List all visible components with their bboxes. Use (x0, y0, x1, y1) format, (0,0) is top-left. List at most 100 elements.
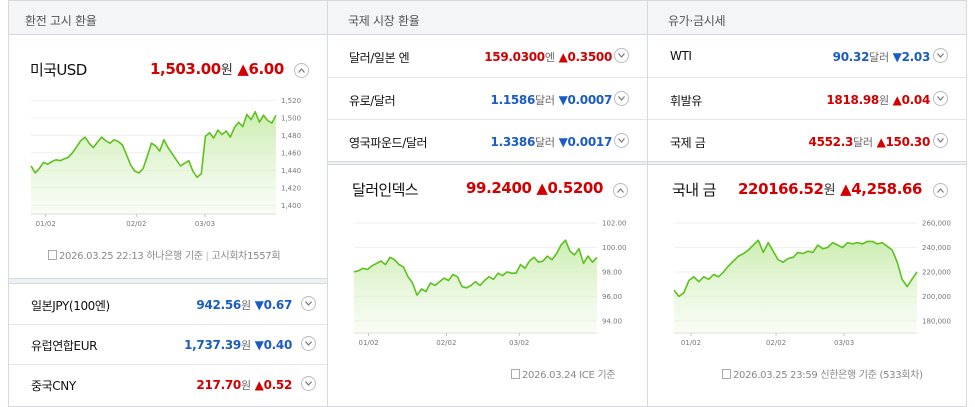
dxy-title[interactable]: 달러인덱스 (352, 181, 419, 199)
intl-panel-header: 국제 시장 환율 (328, 1, 647, 35)
y-tick-label: 1,480 (281, 132, 301, 140)
gold-chart: 260,000 240,000 220,000 200,000 180,000 01/02… (673, 220, 951, 347)
intl-row[interactable]: 달러/일본 엔 159.0300엔 ▲0.3500 (328, 35, 647, 77)
commodity-row-value-unit: 달러 (853, 136, 873, 149)
row-expand-button[interactable] (933, 48, 948, 63)
exchange-row-name: 중국CNY (31, 379, 76, 393)
commodity-row[interactable]: 국제 금 4552.3달러 ▲150.30 (648, 119, 966, 161)
document-icon (511, 369, 520, 379)
exchange-row[interactable]: 일본JPY(100엔) 942.56원 ▼0.67 (9, 284, 327, 324)
exchange-row-change: ▼0.67 (254, 298, 293, 312)
gold-source-text: 2026.03.25 23:59 신한은행 기준 (533회차) (733, 370, 923, 381)
gold-value-unit: 원 (823, 183, 836, 198)
commodity-row-value-number: 90.32 (832, 50, 870, 64)
intl-row-name: 유로/달러 (349, 94, 396, 108)
area-fill (674, 240, 917, 333)
row-expand-button[interactable] (614, 91, 629, 106)
row-expand-button[interactable] (614, 48, 629, 63)
usd-expand-button[interactable] (294, 63, 309, 78)
exchange-row-name: 일본JPY(100엔) (31, 299, 110, 313)
intl-row-value: 1.3386달러 ▼0.0017 (490, 134, 613, 150)
chevron-down-icon (305, 341, 312, 346)
x-tick-label: 03/02 (509, 339, 529, 347)
chevron-down-icon (305, 301, 312, 306)
area-fill (354, 240, 597, 333)
commodity-row-value-number: 4552.3 (808, 135, 854, 149)
x-tick-label: 01/02 (681, 339, 701, 347)
gold-expand-button[interactable] (933, 183, 948, 198)
intl-row[interactable]: 영국파운드/달러 1.3386달러 ▼0.0017 (328, 119, 647, 161)
gold-value: 220166.52원 ▲4,258.66 (738, 179, 922, 198)
x-tick-label: 02/02 (126, 220, 146, 228)
exchange-row-value-unit: 원 (240, 379, 251, 392)
commodity-row-value: 90.32달러 ▼2.03 (832, 49, 931, 65)
chevron-down-icon (305, 381, 312, 386)
usd-source-round: 고시회차1557회 (211, 251, 281, 262)
y-tick-label: 260,000 (922, 220, 951, 228)
document-icon (48, 250, 57, 260)
usd-chart: 1,520 1,500 1,480 1,460 1,440 1,420 1,400 01/02… (30, 97, 301, 228)
dxy-source-text: 2026.03.24 ICE 기준 (522, 370, 616, 381)
dxy-chart: 102.00 100.00 98.00 96.00 94.00 01/02 02/02 03/… (353, 220, 627, 347)
commodity-row-change: ▲150.30 (876, 135, 931, 149)
commodity-row[interactable]: 휘발유 1818.98원 ▲0.04 (648, 77, 966, 119)
x-tick-label: 02/02 (436, 339, 456, 347)
exchange-row-value-number: 942.56 (196, 298, 241, 312)
x-tick-label: 02/02 (766, 339, 786, 347)
x-tick-label: 03/03 (834, 339, 854, 347)
row-expand-button[interactable] (301, 336, 316, 351)
chevron-down-icon (937, 96, 944, 101)
usd-value-unit: 원 (220, 63, 233, 78)
y-tick-label: 240,000 (922, 244, 951, 252)
usd-value-number: 1,503.00 (150, 60, 221, 78)
area-fill (31, 111, 276, 214)
commodity-row-value: 1818.98원 ▲0.04 (826, 92, 930, 108)
commodity-panel: 유가·금시세 WTI 90.32달러 ▼2.03 휘발유 1818.98원 ▲0… (647, 0, 967, 407)
commodity-row-change: ▼2.03 (892, 50, 931, 64)
intl-row-value-number: 1.3386 (490, 135, 536, 149)
section-divider (328, 161, 647, 165)
commodity-row-value-number: 1818.98 (826, 93, 879, 107)
x-tick-label: 01/02 (36, 220, 56, 228)
exchange-row-change: ▲0.52 (254, 378, 293, 392)
x-tick-label: 01/02 (358, 339, 378, 347)
intl-row-value-number: 159.0300 (484, 50, 545, 64)
row-expand-button[interactable] (614, 133, 629, 148)
exchange-row[interactable]: 중국CNY 217.70원 ▲0.52 (9, 364, 327, 406)
exchange-row[interactable]: 유럽연합EUR 1,737.39원 ▼0.40 (9, 324, 327, 364)
exchange-row-change: ▼0.40 (254, 338, 293, 352)
commodity-row[interactable]: WTI 90.32달러 ▼2.03 (648, 35, 966, 77)
section-divider (9, 278, 327, 284)
row-expand-button[interactable] (933, 133, 948, 148)
gold-change: ▲4,258.66 (840, 180, 923, 198)
y-tick-label: 94.00 (602, 317, 622, 325)
dxy-expand-button[interactable] (613, 183, 628, 198)
chevron-down-icon (618, 96, 625, 101)
intl-row-change: ▼0.0017 (558, 135, 613, 149)
usd-source: 2026.03.25 22:13 하나은행 기준 | 고시회차1557회 (48, 247, 281, 262)
exchange-row-value: 217.70원 ▲0.52 (196, 377, 292, 393)
commodity-row-change: ▲0.04 (892, 93, 931, 107)
row-expand-button[interactable] (933, 91, 948, 106)
row-expand-button[interactable] (301, 376, 316, 391)
intl-rate-panel: 국제 시장 환율 달러/일본 엔 159.0300엔 ▲0.3500 유로/달러… (327, 0, 648, 407)
document-icon (722, 369, 731, 379)
exchange-panel-header: 환전 고시 환율 (9, 1, 327, 35)
y-tick-label: 200,000 (922, 293, 951, 301)
y-tick-label: 102.00 (602, 220, 627, 228)
exchange-row-value-number: 217.70 (196, 378, 241, 392)
gold-title[interactable]: 국내 금 (672, 181, 716, 199)
intl-row[interactable]: 유로/달러 1.1586달러 ▼0.0007 (328, 77, 647, 119)
intl-row-name: 영국파운드/달러 (349, 136, 428, 150)
commodity-row-value-unit: 원 (878, 94, 889, 107)
series-line (353, 239, 598, 296)
intl-row-name: 달러/일본 엔 (349, 51, 410, 65)
intl-row-change: ▼0.0007 (558, 93, 613, 107)
usd-value: 1,503.00원 ▲6.00 (150, 59, 284, 78)
commodity-row-value-unit: 달러 (869, 51, 889, 64)
exchange-row-value: 1,737.39원 ▼0.40 (184, 337, 292, 353)
y-tick-label: 96.00 (602, 293, 622, 301)
row-expand-button[interactable] (301, 296, 316, 311)
usd-title[interactable]: 미국USD (30, 61, 87, 79)
y-tick-label: 100.00 (602, 244, 627, 252)
